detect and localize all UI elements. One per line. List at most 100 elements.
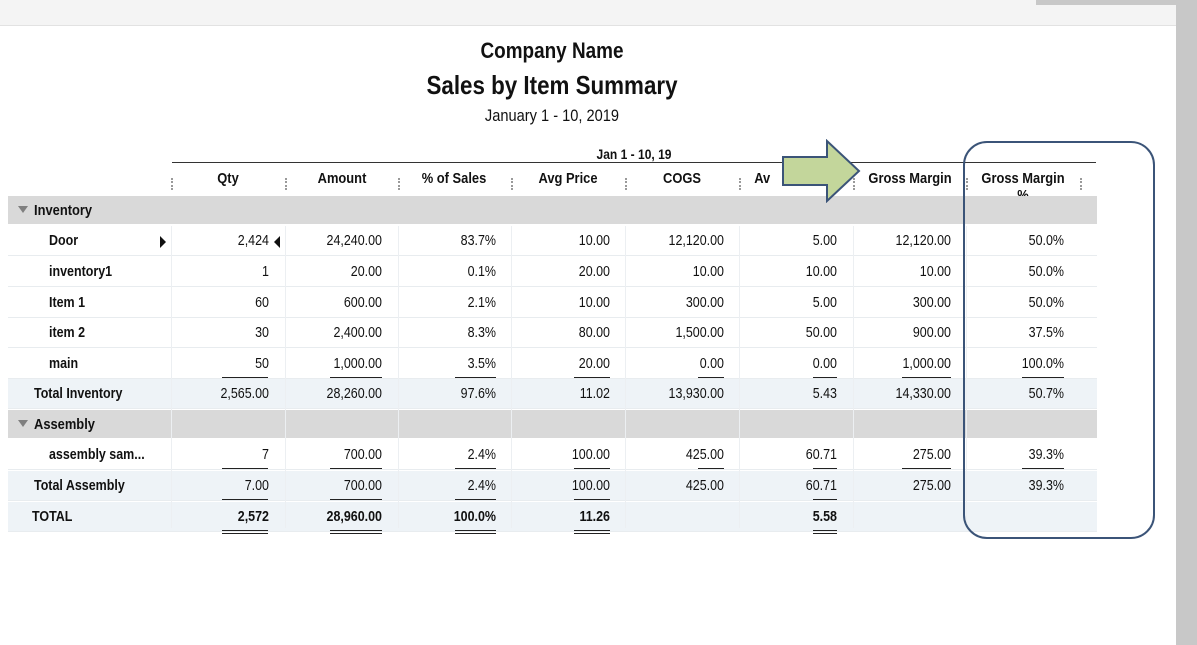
cell-amount[interactable]: 700.00: [343, 447, 382, 463]
cell-pct-sales[interactable]: 100.0%: [453, 509, 496, 525]
cell-amount[interactable]: 2,400.00: [333, 325, 382, 341]
grand-total-row[interactable]: [8, 502, 1097, 532]
column-resize-handle[interactable]: [625, 178, 627, 190]
cell-gross-margin[interactable]: 300.00: [912, 295, 951, 311]
cell-amount[interactable]: 1,000.00: [333, 356, 382, 372]
cell-pct-sales[interactable]: 8.3%: [467, 325, 496, 341]
cell-avg-price[interactable]: 80.00: [578, 325, 610, 341]
cell-avg-cogs[interactable]: 5.58: [812, 509, 837, 525]
cell-gross-margin[interactable]: 275.00: [912, 478, 951, 494]
cell-qty[interactable]: 7: [262, 447, 269, 463]
cell-qty[interactable]: 7.00: [244, 478, 269, 494]
cell-avg-cogs[interactable]: 60.71: [805, 447, 837, 463]
cell-qty[interactable]: 1: [262, 264, 269, 280]
cell-cogs[interactable]: 0.00: [699, 356, 724, 372]
cell-avg-price[interactable]: 20.00: [578, 264, 610, 280]
table-row[interactable]: [8, 257, 1097, 287]
cell-amount[interactable]: 20.00: [350, 264, 382, 280]
cell-amount[interactable]: 28,260.00: [326, 386, 382, 402]
cell-pct-sales[interactable]: 2.1%: [467, 295, 496, 311]
cell-avg-cogs[interactable]: 10.00: [805, 264, 837, 280]
cell-avg-cogs[interactable]: 5.43: [812, 386, 837, 402]
cell-pct-sales[interactable]: 2.4%: [467, 447, 496, 463]
total-row-inventory[interactable]: [8, 379, 1097, 409]
col-header-gross-margin[interactable]: Gross Margin: [868, 170, 952, 187]
cell-gross-margin-pct[interactable]: 39.3%: [1028, 478, 1064, 494]
col-header-avg-price[interactable]: Avg Price: [538, 170, 598, 187]
col-header-gross-margin-pct[interactable]: Gross Margin %: [981, 170, 1065, 204]
cell-avg-cogs[interactable]: 5.00: [812, 295, 837, 311]
cell-qty[interactable]: 2,572: [237, 509, 269, 525]
cell-gross-margin-pct[interactable]: 50.0%: [1028, 233, 1064, 249]
cell-pct-sales[interactable]: 97.6%: [460, 386, 496, 402]
cell-gross-margin-pct[interactable]: 39.3%: [1028, 447, 1064, 463]
column-resize-handle[interactable]: [285, 178, 287, 190]
cell-avg-price[interactable]: 11.26: [579, 509, 610, 525]
cell-gross-margin[interactable]: 12,120.00: [895, 233, 951, 249]
table-row[interactable]: [8, 440, 1097, 470]
cell-avg-price[interactable]: 11.02: [579, 386, 610, 402]
collapse-triangle-icon[interactable]: [18, 206, 28, 213]
cell-gross-margin[interactable]: 1,000.00: [902, 356, 951, 372]
cell-cogs[interactable]: 425.00: [685, 478, 724, 494]
cell-qty[interactable]: 2,565.00: [220, 386, 269, 402]
cell-avg-price[interactable]: 100.00: [571, 478, 610, 494]
cell-avg-price[interactable]: 10.00: [578, 233, 610, 249]
cell-pct-sales[interactable]: 0.1%: [467, 264, 496, 280]
col-header-avg-cogs[interactable]: Av: [754, 170, 771, 187]
table-row[interactable]: [8, 349, 1097, 379]
cell-avg-cogs[interactable]: 50.00: [805, 325, 837, 341]
cell-pct-sales[interactable]: 3.5%: [467, 356, 496, 372]
cell-gross-margin[interactable]: 10.00: [919, 264, 951, 280]
cell-cogs[interactable]: 425.00: [685, 447, 724, 463]
cell-gross-margin[interactable]: 14,330.00: [895, 386, 951, 402]
cell-cogs[interactable]: 1,500.00: [675, 325, 724, 341]
cell-avg-price[interactable]: 100.00: [571, 447, 610, 463]
cell-amount[interactable]: 24,240.00: [326, 233, 382, 249]
cell-amount[interactable]: 600.00: [343, 295, 382, 311]
collapse-triangle-icon[interactable]: [18, 420, 28, 427]
cell-avg-cogs[interactable]: 60.71: [805, 478, 837, 494]
cell-avg-cogs[interactable]: 5.00: [812, 233, 837, 249]
cell-qty[interactable]: 2,424: [237, 233, 269, 249]
column-resize-handle[interactable]: [171, 178, 173, 190]
cell-amount[interactable]: 28,960.00: [326, 509, 382, 525]
cell-cogs[interactable]: 12,120.00: [668, 233, 724, 249]
col-header-amount[interactable]: Amount: [317, 170, 367, 187]
cell-avg-price[interactable]: 10.00: [578, 295, 610, 311]
column-resize-handle[interactable]: [853, 178, 855, 190]
col-header-qty[interactable]: Qty: [217, 170, 239, 187]
group-header-assembly[interactable]: [8, 410, 1097, 438]
group-header-inventory[interactable]: [8, 196, 1097, 224]
cell-gross-margin[interactable]: 900.00: [912, 325, 951, 341]
column-resize-handle[interactable]: [739, 178, 741, 190]
cell-cogs[interactable]: 13,930.00: [668, 386, 724, 402]
table-row[interactable]: [8, 226, 1097, 256]
cell-avg-cogs[interactable]: 0.00: [812, 356, 837, 372]
cell-gross-margin-pct[interactable]: 50.0%: [1028, 295, 1064, 311]
total-row-assembly[interactable]: [8, 471, 1097, 501]
column-resize-handle[interactable]: [511, 178, 513, 190]
col-header-pct-sales[interactable]: % of Sales: [421, 170, 487, 187]
cell-avg-price[interactable]: 20.00: [578, 356, 610, 372]
cell-qty[interactable]: 60: [255, 295, 269, 311]
column-resize-handle[interactable]: [966, 178, 968, 190]
cell-cogs[interactable]: 10.00: [692, 264, 724, 280]
cell-gross-margin-pct[interactable]: 50.7%: [1028, 386, 1064, 402]
cell-qty[interactable]: 50: [255, 356, 269, 372]
cell-amount[interactable]: 700.00: [343, 478, 382, 494]
cell-pct-sales[interactable]: 83.7%: [460, 233, 496, 249]
table-row[interactable]: [8, 318, 1097, 348]
cell-gross-margin-pct[interactable]: 100.0%: [1021, 356, 1064, 372]
cell-gross-margin-pct[interactable]: 50.0%: [1028, 264, 1064, 280]
vertical-scrollbar[interactable]: [1176, 0, 1197, 645]
column-resize-handle[interactable]: [398, 178, 400, 190]
cell-pct-sales[interactable]: 2.4%: [467, 478, 496, 494]
table-row[interactable]: [8, 288, 1097, 318]
column-resize-handle[interactable]: [1080, 178, 1082, 190]
cell-cogs[interactable]: 300.00: [685, 295, 724, 311]
cell-gross-margin-pct[interactable]: 37.5%: [1028, 325, 1064, 341]
col-header-cogs[interactable]: COGS: [662, 170, 702, 187]
cell-gross-margin[interactable]: 275.00: [912, 447, 951, 463]
cell-qty[interactable]: 30: [255, 325, 269, 341]
